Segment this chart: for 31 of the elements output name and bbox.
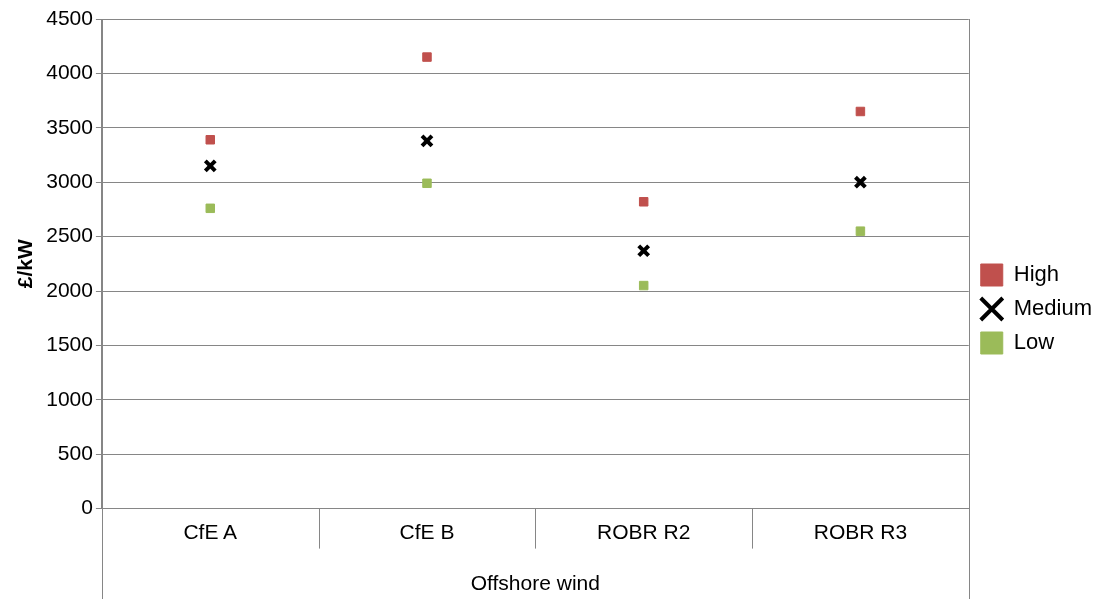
point xyxy=(638,197,649,207)
legend-label: High xyxy=(1013,261,1059,287)
y-axis-title: £/kW xyxy=(13,239,37,289)
y-tick-label: 0 xyxy=(81,495,93,519)
x-tick-label: ROBR R3 xyxy=(813,520,908,543)
point xyxy=(853,175,868,190)
y-tick-label: 2500 xyxy=(46,223,93,247)
y-tick-label: 1000 xyxy=(46,386,93,410)
point xyxy=(203,158,218,173)
point xyxy=(855,106,866,117)
x-tick-label: ROBR R2 xyxy=(597,520,691,543)
y-tick-label: 3000 xyxy=(46,169,93,192)
point xyxy=(205,203,216,214)
y-tick-label: 1500 xyxy=(46,332,93,356)
point xyxy=(855,226,866,236)
x-axis-title: Offshore wind xyxy=(470,571,600,595)
x-tick-label: CfE A xyxy=(183,520,238,543)
point xyxy=(638,280,649,291)
y-tick-label: 3500 xyxy=(46,114,93,138)
point xyxy=(636,243,651,258)
point xyxy=(422,52,432,62)
y-tick-label: 2000 xyxy=(46,277,93,301)
point xyxy=(422,178,432,189)
legend-label: Medium xyxy=(1013,295,1092,321)
x-tick-label: CfE B xyxy=(399,520,455,543)
y-tick-label: 4000 xyxy=(46,60,93,84)
point xyxy=(205,135,216,145)
y-tick-label: 500 xyxy=(57,441,93,464)
point xyxy=(420,133,434,148)
y-tick-label: 4500 xyxy=(46,5,93,29)
legend-label: Low xyxy=(1013,329,1055,355)
